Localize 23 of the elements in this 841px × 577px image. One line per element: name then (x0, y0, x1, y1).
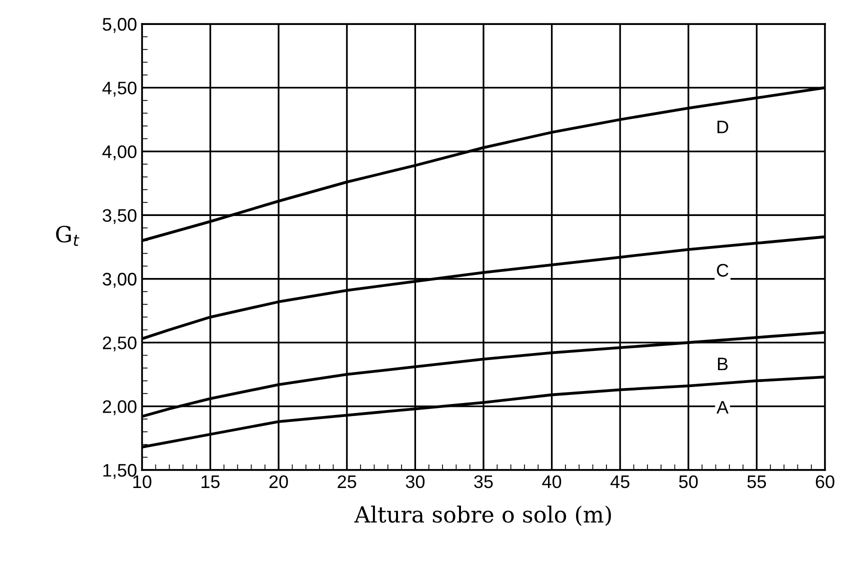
x-tick-label: 35 (474, 475, 493, 488)
x-tick-label: 30 (406, 475, 425, 488)
y-tick-label: 4,50 (102, 82, 136, 97)
y-tick-label: 2,00 (102, 400, 136, 416)
x-tick-label: 15 (202, 476, 220, 488)
series-label: D (718, 120, 728, 134)
series-label: C (716, 264, 728, 277)
series-label: A (716, 401, 729, 414)
x-tick-label: 50 (679, 475, 698, 488)
y-tick-label: 4,00 (102, 145, 136, 160)
y-tick-label: 3,00 (102, 272, 136, 288)
x-tick-label: 55 (747, 476, 766, 488)
y-axis-title: G$_{t}$ (56, 226, 80, 246)
y-tick-label: 3,50 (102, 209, 136, 224)
series-label: B (718, 358, 728, 370)
x-tick-label: 60 (816, 475, 834, 488)
x-tick-label: 40 (542, 475, 562, 488)
x-tick-label: 25 (338, 475, 356, 488)
x-axis-title: Altura sobre o solo (m) (354, 506, 611, 526)
x-tick-label: 45 (610, 476, 630, 488)
y-tick-label: 5,00 (102, 18, 136, 33)
x-tick-label: 20 (269, 475, 288, 488)
y-tick-label: 2,50 (102, 336, 136, 352)
